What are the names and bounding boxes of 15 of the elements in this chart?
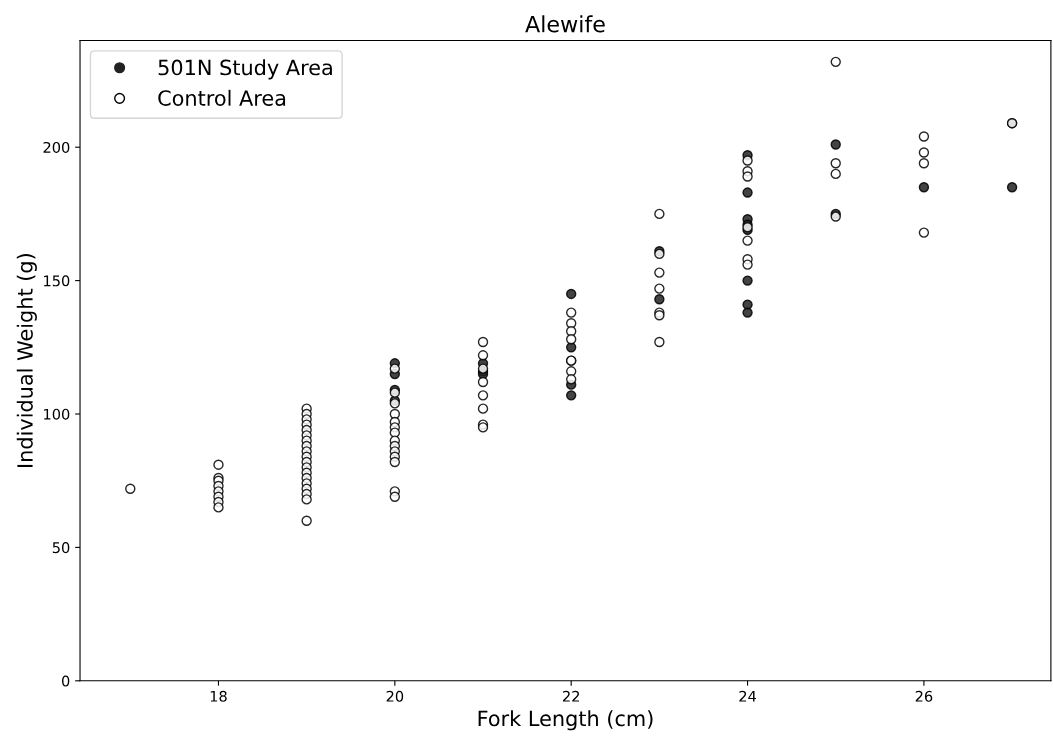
y-tick-label: 150 bbox=[44, 275, 70, 287]
y-axis-title: Individual Weight (g) bbox=[16, 254, 37, 467]
y-tick-label: 0 bbox=[61, 675, 70, 687]
legend-label: 501N Study Area bbox=[158, 59, 332, 80]
x-tick-label: 24 bbox=[739, 690, 757, 702]
x-tick-label: 26 bbox=[915, 690, 933, 702]
chart-title: Alewife bbox=[525, 15, 605, 33]
legend-label: Control Area bbox=[158, 89, 286, 106]
y-tick-label: 200 bbox=[43, 141, 70, 153]
x-axis-title: Fork Length (cm) bbox=[478, 710, 653, 731]
y-tick-label: 50 bbox=[52, 542, 70, 554]
y-tick-label: 100 bbox=[44, 408, 70, 420]
x-tick-label: 22 bbox=[562, 690, 580, 702]
x-tick-label: 18 bbox=[210, 690, 227, 702]
x-tick-label: 20 bbox=[386, 690, 404, 702]
